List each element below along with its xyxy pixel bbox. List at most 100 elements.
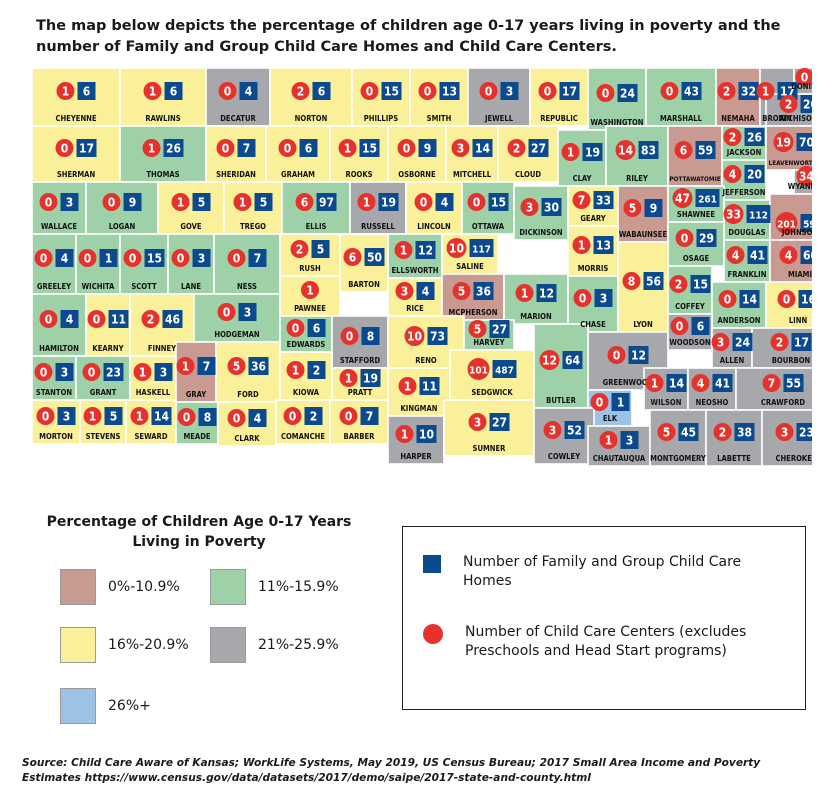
home-marker-wallace [60, 193, 79, 211]
home-count-chautauqua: 3 [626, 434, 634, 448]
home-marker-saline [469, 239, 494, 257]
center-marker-republic [538, 82, 557, 100]
county-label-grant: GRANT [90, 388, 117, 397]
home-marker-morton [57, 407, 76, 425]
legend-swatch-bin-0 [60, 569, 96, 605]
county-label-rush: RUSH [299, 264, 321, 273]
center-count-mcpherson: 5 [458, 285, 466, 299]
center-marker-wichita [78, 249, 97, 267]
legend-item-bin-3: 21%-25.9% [210, 626, 339, 664]
home-marker-greenwood [628, 346, 649, 364]
home-marker-cowley [564, 421, 585, 439]
center-count-scott: 0 [129, 252, 137, 266]
county-label-allen: ALLEN [720, 356, 745, 365]
home-marker-dickinson [541, 198, 562, 216]
county-label-norton: NORTON [295, 114, 328, 123]
center-marker-ness [227, 249, 246, 267]
home-count-hodgeman: 3 [244, 306, 252, 320]
center-marker-cowley [543, 421, 562, 439]
center-marker-meade [177, 408, 196, 426]
county-label-harper: HARPER [400, 452, 432, 461]
center-marker-douglas [723, 204, 744, 224]
home-marker-ness [248, 249, 267, 267]
center-count-russell: 1 [363, 196, 371, 210]
center-marker-franklin [726, 246, 745, 264]
home-marker-sumner [489, 413, 510, 431]
home-marker-kingman [419, 377, 440, 395]
home-count-sheridan: 7 [243, 142, 251, 156]
home-marker-leavenworth [796, 133, 812, 151]
home-marker-stafford [361, 327, 380, 345]
center-count-thomas: 1 [148, 142, 156, 156]
center-count-ellsworth: 1 [400, 244, 408, 258]
home-marker-edwards [307, 319, 326, 337]
center-count-linn: 0 [783, 293, 791, 307]
home-marker-clark [248, 409, 267, 427]
center-marker-logan [102, 193, 121, 211]
home-marker-kiowa [307, 361, 326, 379]
center-count-wabaunsee: 5 [629, 202, 637, 216]
county-label-marshall: MARSHALL [660, 114, 703, 123]
center-count-ellis: 6 [301, 196, 309, 210]
county-label-wichita: WICHITA [82, 282, 115, 291]
home-count-kiowa: 2 [313, 364, 321, 378]
county-label-osborne: OSBORNE [398, 170, 436, 179]
county-label-lyon: LYON [633, 320, 653, 329]
center-marker-cherokee [775, 423, 794, 441]
home-marker-gove [192, 193, 211, 211]
home-count-osage: 29 [699, 232, 714, 246]
home-count-nemaha: 32 [741, 85, 756, 99]
home-count-russell: 19 [381, 196, 396, 210]
center-count-republic: 0 [544, 85, 552, 99]
home-count-kearny: 11 [111, 313, 126, 327]
center-marker-kiowa [286, 361, 305, 379]
home-marker-butler [562, 351, 583, 369]
home-marker-lincoln [435, 193, 454, 211]
home-count-ellsworth: 12 [418, 244, 433, 258]
key-row-homes: Number of Family and Group Child Care Ho… [423, 553, 753, 591]
center-marker-pawnee [301, 281, 319, 299]
county-label-mcpherson: MCPHERSON [449, 308, 498, 317]
center-count-jackson: 2 [729, 131, 737, 145]
home-count-douglas: 112 [749, 211, 768, 222]
center-marker-labette [713, 423, 732, 441]
county-label-nemaha: NEMAHA [721, 114, 755, 123]
county-label-riley: RILEY [626, 174, 649, 183]
county-label-bourbon: BOURBON [772, 356, 811, 365]
center-count-lyon: 8 [628, 275, 636, 289]
county-label-shawnee: SHAWNEE [677, 210, 716, 219]
legend-swatch-bin-4 [60, 688, 96, 724]
home-marker-ellsworth [415, 241, 436, 259]
home-marker-rooks [359, 139, 380, 157]
center-count-woodson: 0 [676, 320, 684, 334]
center-count-elk: 0 [596, 396, 604, 410]
home-marker-montgomery [678, 423, 699, 441]
home-count-anderson: 14 [742, 293, 758, 307]
home-marker-wichita [99, 249, 118, 267]
center-count-ottawa: 0 [473, 196, 481, 210]
home-marker-kearny [108, 310, 129, 328]
center-count-cowley: 3 [549, 424, 557, 438]
county-label-washington: WASHINGTON [590, 118, 643, 127]
center-marker-leavenworth [773, 132, 794, 152]
center-count-stanton: 0 [40, 366, 48, 380]
center-marker-washington [596, 84, 615, 102]
center-marker-edwards [286, 319, 305, 337]
home-marker-ford [248, 357, 269, 375]
center-count-kiowa: 1 [292, 364, 300, 378]
county-label-miami: MIAMI [788, 270, 812, 279]
home-marker-comanche [304, 407, 323, 425]
home-count-trego: 5 [260, 196, 268, 210]
home-marker-sherman [76, 139, 97, 157]
home-count-bourbon: 17 [794, 336, 809, 350]
county-washington [587, 68, 647, 131]
center-count-smith: 0 [424, 85, 432, 99]
county-label-haskell: HASKELL [136, 388, 171, 397]
county-label-stevens: STEVENS [86, 432, 121, 441]
home-count-washington: 24 [620, 87, 636, 101]
center-count-rush: 2 [296, 243, 304, 257]
center-marker-lane [171, 249, 190, 267]
county-label-greenwood: GREENWOOD [603, 378, 654, 387]
home-marker-mcpherson [473, 282, 494, 300]
